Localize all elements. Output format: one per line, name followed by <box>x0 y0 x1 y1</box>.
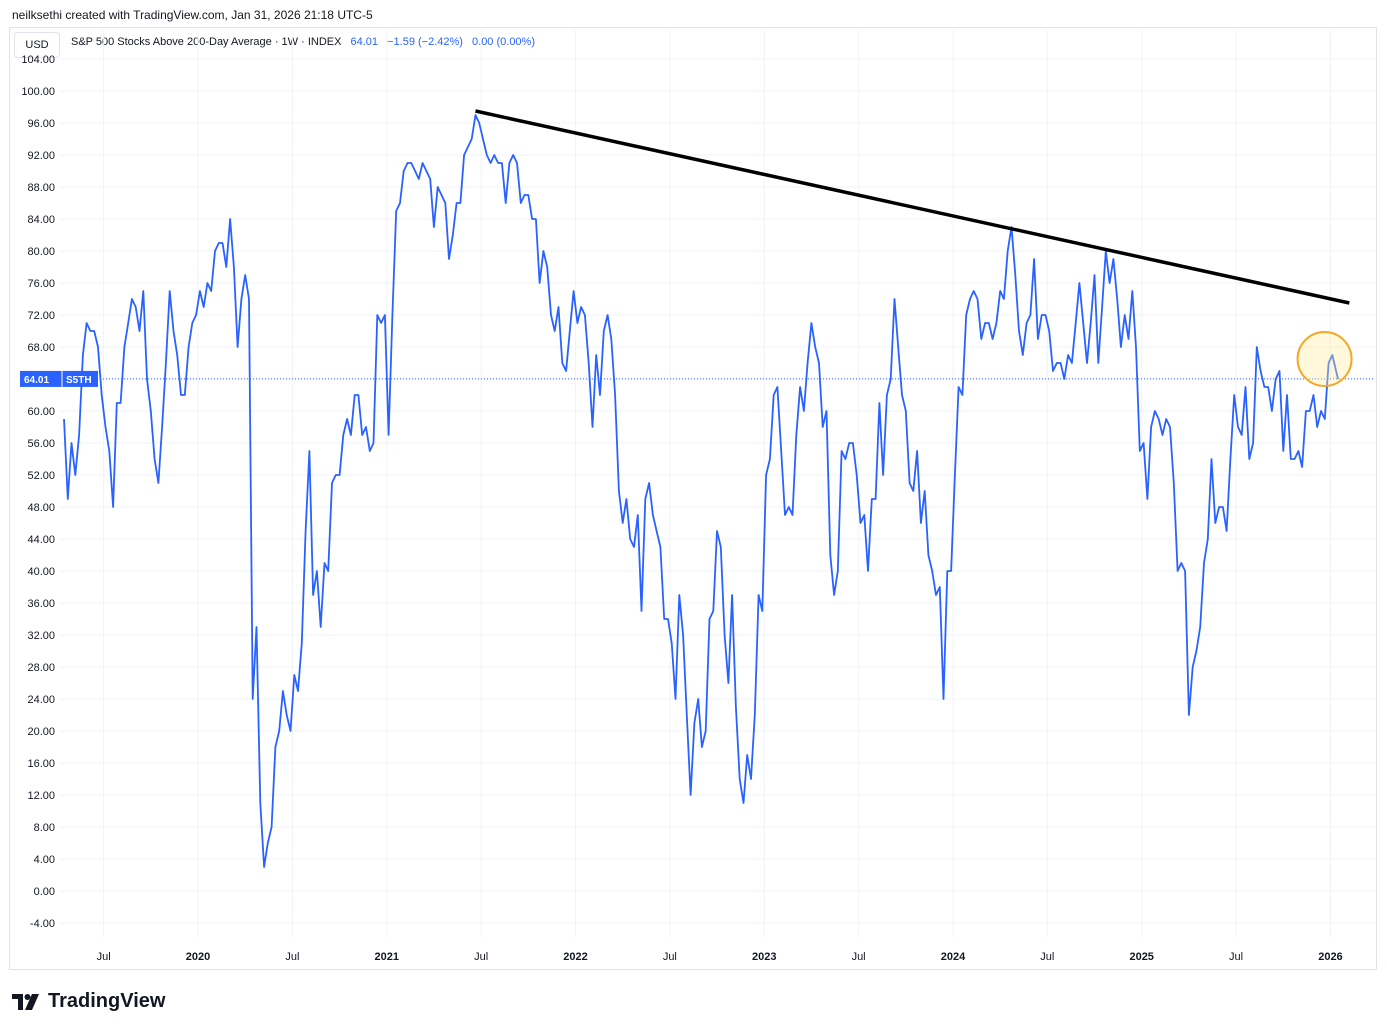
series-line <box>63 114 1339 868</box>
price-tag-value: 64.01 <box>24 375 49 386</box>
x-axis: Jul 2020 Jul 2021 Jul 2022 Jul 2023 Jul 2024 Jul 20… <box>97 951 1343 963</box>
y-tick-label: 96.00 <box>27 118 55 130</box>
y-tick-label: 68.00 <box>27 342 55 354</box>
highlight-circle <box>1296 331 1353 387</box>
price-tag <box>20 370 98 387</box>
y-tick-label: 56.00 <box>27 438 55 450</box>
trendline <box>475 109 1350 305</box>
x-tick-label: Jul <box>97 951 111 963</box>
x-tick-label: 2026 <box>1318 951 1342 963</box>
x-tick-label: 2020 <box>186 951 210 963</box>
x-tick-label: 2023 <box>752 951 776 963</box>
x-tick-label: Jul <box>663 951 677 963</box>
legend-value: 64.01 <box>350 36 379 48</box>
y-tick-label: 72.00 <box>27 310 55 322</box>
y-tick-label: 88.00 <box>27 182 55 194</box>
grid-lines <box>60 30 1375 937</box>
y-tick-label: 92.00 <box>27 150 55 162</box>
y-tick-label: 12.00 <box>27 790 55 802</box>
x-tick-label: 2025 <box>1129 951 1153 963</box>
overlay-layer: 64.01 S5TH <box>20 109 1375 387</box>
y-tick-label: 36.00 <box>27 598 55 610</box>
x-tick-label: 2024 <box>941 951 966 963</box>
y-tick-label: 104.00 <box>21 54 55 66</box>
y-tick-label: 24.00 <box>27 694 55 706</box>
y-tick-label: 16.00 <box>27 758 55 770</box>
y-tick-label: 8.00 <box>34 822 55 834</box>
attribution-text: neilksethi created with TradingView.com,… <box>12 8 373 22</box>
tradingview-logo[interactable]: TradingView <box>12 990 165 1013</box>
y-tick-label: 48.00 <box>27 502 55 514</box>
y-tick-label: 4.00 <box>34 854 55 866</box>
x-tick-label: Jul <box>852 951 866 963</box>
x-tick-label: Jul <box>474 951 488 963</box>
series-legend: S&P 500 Stocks Above 200-Day Average · 1… <box>71 36 535 48</box>
y-tick-label: 52.00 <box>27 470 55 482</box>
y-tick-label: 100.00 <box>21 86 55 98</box>
y-tick-label: 80.00 <box>27 246 55 258</box>
currency-button[interactable]: USD <box>14 32 60 58</box>
tradingview-logo-icon <box>12 993 39 1010</box>
y-tick-label: 28.00 <box>27 662 55 674</box>
legend-change: −1.59 (−2.42%) <box>387 36 463 48</box>
y-tick-label: 20.00 <box>27 726 55 738</box>
y-tick-label: 76.00 <box>27 278 55 290</box>
y-tick-label: 44.00 <box>27 534 55 546</box>
y-tick-label: 60.00 <box>27 406 55 418</box>
x-tick-label: 2022 <box>563 951 587 963</box>
y-tick-label: -4.00 <box>30 918 55 930</box>
price-tag-ticker: S5TH <box>66 375 92 386</box>
x-tick-label: 2021 <box>375 951 399 963</box>
x-tick-label: Jul <box>285 951 299 963</box>
legend-extra: 0.00 (0.00%) <box>472 36 535 48</box>
y-tick-label: 32.00 <box>27 630 55 642</box>
x-tick-label: Jul <box>1040 951 1054 963</box>
chart-frame <box>9 27 1377 970</box>
y-axis: 104.00 100.00 96.00 92.00 88.00 84.00 80.00 76.… <box>21 54 55 930</box>
series-layer <box>63 114 1339 868</box>
legend-title: S&P 500 Stocks Above 200-Day Average · 1… <box>71 36 342 48</box>
y-tick-label: 40.00 <box>27 566 55 578</box>
x-tick-label: Jul <box>1229 951 1243 963</box>
y-tick-label: 0.00 <box>34 886 55 898</box>
y-tick-label: 84.00 <box>27 214 55 226</box>
footer-brand: TradingView <box>48 990 166 1012</box>
